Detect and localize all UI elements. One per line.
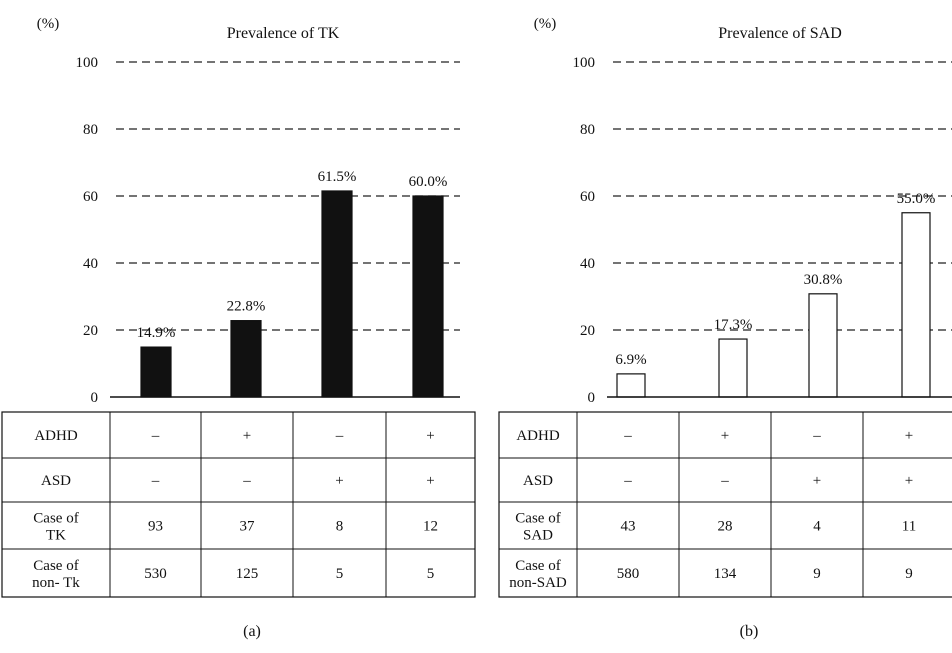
table-cell: 37 — [240, 519, 256, 535]
bar — [718, 338, 748, 398]
table-cell: 93 — [148, 519, 163, 535]
table-cell: 43 — [621, 519, 636, 535]
table-row-label: Case of non-SAD — [509, 558, 567, 591]
y-tick-label: 100 — [76, 55, 99, 71]
table-cell: – — [812, 428, 821, 444]
table-cell: 11 — [902, 519, 916, 535]
table-row-label: ASD — [523, 473, 553, 489]
y-tick-label: 60 — [83, 189, 98, 205]
table-cell: + — [243, 428, 251, 444]
y-tick-label: 80 — [580, 122, 595, 138]
table-cell: + — [813, 473, 821, 489]
table-row-label: ADHD — [516, 428, 559, 444]
y-tick-label: 40 — [580, 256, 595, 272]
table-cell: – — [623, 473, 632, 489]
table-cell: 134 — [714, 566, 737, 582]
table-cell: – — [335, 428, 344, 444]
table-cell: 530 — [144, 566, 167, 582]
bar — [901, 212, 931, 398]
table-cell: 5 — [427, 566, 435, 582]
chart-panel-a: (%) Prevalence of TK 0 20 40 60 80 100 14.9% 22.8… — [1, 16, 476, 640]
table-cell: + — [905, 473, 913, 489]
table-cell: 9 — [905, 566, 913, 582]
chart-panel-b: (%) Prevalence of SAD 0 20 40 60 80 100 6.9% 17.3… — [498, 16, 952, 640]
table-cell: + — [335, 473, 343, 489]
y-tick-label: 80 — [83, 122, 98, 138]
table-cell: 9 — [813, 566, 821, 582]
table-cell: + — [426, 428, 434, 444]
bar — [230, 320, 262, 398]
table-cell: – — [242, 473, 251, 489]
data-label: 22.8% — [227, 299, 266, 315]
data-label: 60.0% — [409, 174, 448, 190]
data-label: 6.9% — [615, 352, 646, 368]
bar — [616, 373, 646, 398]
table-row-label: Case of TK — [33, 511, 78, 544]
data-label: 55.0% — [897, 191, 936, 207]
table-cell: 125 — [236, 566, 259, 582]
y-tick-label: 0 — [588, 390, 596, 406]
table-cell: – — [151, 428, 160, 444]
y-tick-label: 60 — [580, 189, 595, 205]
y-unit-label: (%) — [534, 16, 557, 32]
chart-title: Prevalence of TK — [227, 25, 340, 42]
table-cell: 580 — [617, 566, 640, 582]
y-tick-label: 0 — [91, 390, 99, 406]
table-cell: + — [905, 428, 913, 444]
table-row-label: ADHD — [34, 428, 77, 444]
data-label: 61.5% — [318, 169, 357, 185]
y-tick-label: 40 — [83, 256, 98, 272]
bar — [808, 293, 838, 398]
table-cell: 8 — [336, 519, 344, 535]
data-table-border — [498, 411, 952, 598]
panel-caption: (a) — [243, 623, 261, 640]
table-cell: 5 — [336, 566, 344, 582]
y-tick-label: 100 — [573, 55, 596, 71]
table-cell: 4 — [813, 519, 821, 535]
table-row-label: Case of SAD — [515, 511, 560, 544]
table-cell: + — [721, 428, 729, 444]
data-table-border — [1, 411, 476, 598]
bar — [140, 346, 172, 398]
table-cell: – — [151, 473, 160, 489]
table-cell: – — [623, 428, 632, 444]
bar — [412, 195, 444, 398]
y-tick-label: 20 — [580, 323, 595, 339]
data-label: 14.9% — [137, 325, 176, 341]
table-row-label: Case of non- Tk — [32, 558, 80, 591]
table-cell: 28 — [718, 519, 733, 535]
table-cell: + — [426, 473, 434, 489]
data-label: 17.3% — [714, 317, 753, 333]
panel-caption: (b) — [740, 623, 759, 640]
y-unit-label: (%) — [37, 16, 60, 32]
table-row-label: ASD — [41, 473, 71, 489]
chart-title: Prevalence of SAD — [718, 25, 842, 42]
table-cell: 12 — [423, 519, 438, 535]
y-tick-label: 20 — [83, 323, 98, 339]
bar — [321, 190, 353, 398]
data-label: 30.8% — [804, 272, 843, 288]
table-cell: – — [720, 473, 729, 489]
